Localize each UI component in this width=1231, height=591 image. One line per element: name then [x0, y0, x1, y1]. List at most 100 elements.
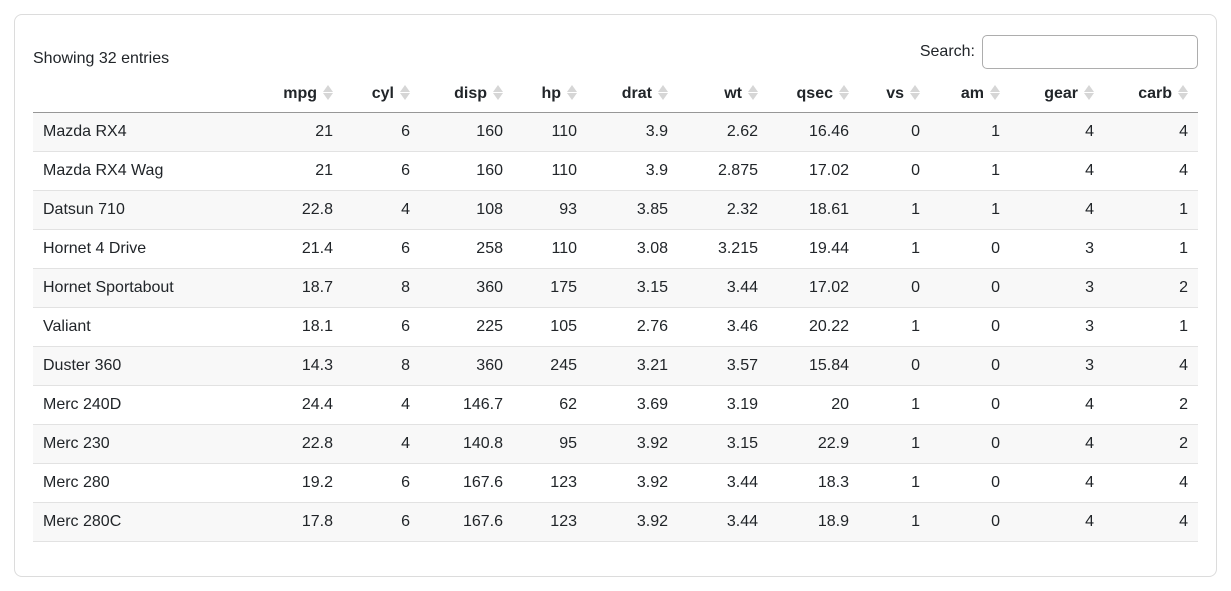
cell-cyl: 4 [343, 190, 420, 230]
column-header-gear[interactable]: gear [1010, 77, 1104, 113]
cell-drat: 3.21 [587, 346, 678, 386]
cell-cyl: 6 [343, 229, 420, 269]
cell-carb: 4 [1104, 112, 1198, 152]
table-scroll-body[interactable]: mpg cyl disp hp drat wt qsec vs am gear carb Mazda… [33, 77, 1198, 570]
cell-qsec: 18.9 [768, 502, 859, 542]
cell-disp: 258 [420, 229, 513, 269]
cell-cyl: 6 [343, 112, 420, 152]
cars-data-table: mpg cyl disp hp drat wt qsec vs am gear carb Mazda… [33, 77, 1198, 542]
cell-drat: 3.92 [587, 502, 678, 542]
sort-both-icon [493, 85, 503, 101]
cell-vs: 1 [859, 385, 930, 425]
table-row: Merc 230 22.8 4 140.8 95 3.92 3.15 22.9 1 0 4 2 [33, 424, 1198, 464]
cell-qsec: 22.9 [768, 424, 859, 464]
sort-both-icon [748, 85, 758, 101]
cell-gear: 3 [1010, 268, 1104, 308]
cell-carb: 2 [1104, 268, 1198, 308]
column-header-mpg[interactable]: mpg [271, 77, 343, 113]
column-header-disp[interactable]: disp [420, 77, 513, 113]
cell-vs: 0 [859, 346, 930, 386]
cell-mpg: 18.1 [271, 307, 343, 347]
cell-mpg: 22.8 [271, 190, 343, 230]
cell-drat: 3.9 [587, 151, 678, 191]
column-label: vs [886, 85, 904, 102]
cell-cyl: 6 [343, 463, 420, 503]
cell-drat: 3.92 [587, 463, 678, 503]
cell-drat: 3.9 [587, 112, 678, 152]
cell-am: 0 [930, 502, 1010, 542]
cell-carb: 4 [1104, 346, 1198, 386]
row-name-cell: Datsun 710 [33, 190, 271, 230]
cell-vs: 1 [859, 463, 930, 503]
cell-wt: 3.46 [678, 307, 768, 347]
sort-both-icon [567, 85, 577, 101]
cell-vs: 0 [859, 112, 930, 152]
table-row: Mazda RX4 Wag 21 6 160 110 3.9 2.875 17.02 0 1 4 4 [33, 151, 1198, 191]
cell-qsec: 15.84 [768, 346, 859, 386]
row-name-cell: Valiant [33, 307, 271, 347]
cell-am: 1 [930, 190, 1010, 230]
cell-gear: 4 [1010, 151, 1104, 191]
column-label: gear [1044, 85, 1078, 102]
row-name-cell: Merc 230 [33, 424, 271, 464]
table-row: Mazda RX4 21 6 160 110 3.9 2.62 16.46 0 1 4 4 [33, 112, 1198, 152]
table-head: mpg cyl disp hp drat wt qsec vs am gear carb [33, 77, 1198, 113]
column-header-carb[interactable]: carb [1104, 77, 1198, 113]
cell-vs: 1 [859, 190, 930, 230]
cell-disp: 160 [420, 112, 513, 152]
cell-disp: 160 [420, 151, 513, 191]
row-name-cell: Merc 280C [33, 502, 271, 542]
search-input[interactable] [982, 35, 1198, 69]
cell-hp: 245 [513, 346, 587, 386]
cell-gear: 3 [1010, 346, 1104, 386]
cell-wt: 3.57 [678, 346, 768, 386]
column-header-cyl[interactable]: cyl [343, 77, 420, 113]
cell-drat: 3.69 [587, 385, 678, 425]
cell-qsec: 20 [768, 385, 859, 425]
column-header-drat[interactable]: drat [587, 77, 678, 113]
cell-cyl: 6 [343, 151, 420, 191]
column-header-wt[interactable]: wt [678, 77, 768, 113]
cell-qsec: 17.02 [768, 268, 859, 308]
table-body: Mazda RX4 21 6 160 110 3.9 2.62 16.46 0 1 4 4 Mazda … [33, 112, 1198, 542]
cell-cyl: 4 [343, 385, 420, 425]
column-header-vs[interactable]: vs [859, 77, 930, 113]
cell-carb: 1 [1104, 229, 1198, 269]
column-header-hp[interactable]: hp [513, 77, 587, 113]
cell-qsec: 18.3 [768, 463, 859, 503]
cell-am: 0 [930, 463, 1010, 503]
cell-am: 0 [930, 307, 1010, 347]
cell-am: 0 [930, 424, 1010, 464]
column-label: wt [724, 85, 742, 102]
sort-both-icon [1178, 85, 1188, 101]
column-label: hp [541, 85, 561, 102]
data-table-card: Showing 32 entries Search: mpg cyl disp hp d… [14, 14, 1217, 577]
cell-vs: 1 [859, 307, 930, 347]
cell-wt: 2.62 [678, 112, 768, 152]
cell-drat: 3.85 [587, 190, 678, 230]
cell-vs: 0 [859, 268, 930, 308]
cell-carb: 1 [1104, 190, 1198, 230]
cell-drat: 3.15 [587, 268, 678, 308]
cell-hp: 110 [513, 151, 587, 191]
cell-mpg: 21.4 [271, 229, 343, 269]
column-label: mpg [283, 85, 317, 102]
column-label: drat [621, 85, 652, 102]
cell-carb: 1 [1104, 307, 1198, 347]
cell-vs: 1 [859, 424, 930, 464]
cell-mpg: 24.4 [271, 385, 343, 425]
cell-am: 1 [930, 151, 1010, 191]
column-header-rowname[interactable] [33, 77, 271, 113]
column-label: carb [1138, 85, 1172, 102]
table-toolbar: Showing 32 entries Search: [33, 35, 1198, 71]
table-row: Merc 280 19.2 6 167.6 123 3.92 3.44 18.3 1 0 4 4 [33, 463, 1198, 503]
cell-wt: 3.44 [678, 463, 768, 503]
cell-qsec: 16.46 [768, 112, 859, 152]
cell-am: 0 [930, 346, 1010, 386]
column-header-qsec[interactable]: qsec [768, 77, 859, 113]
table-row: Datsun 710 22.8 4 108 93 3.85 2.32 18.61 1 1 4 1 [33, 190, 1198, 230]
column-header-am[interactable]: am [930, 77, 1010, 113]
cell-carb: 2 [1104, 385, 1198, 425]
cell-wt: 3.44 [678, 502, 768, 542]
